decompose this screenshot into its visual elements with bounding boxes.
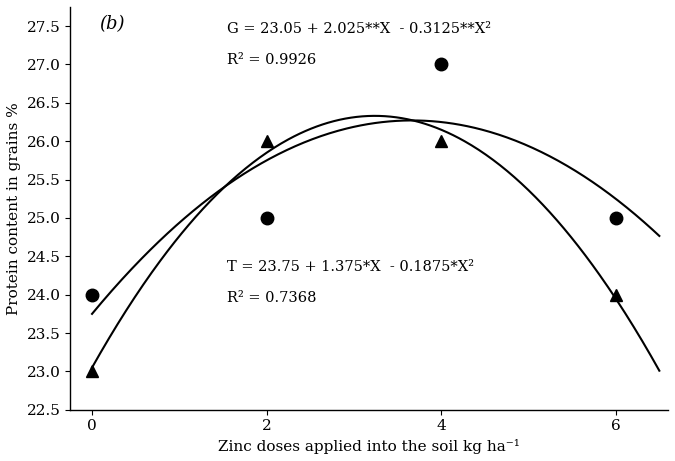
Text: R² = 0.9926: R² = 0.9926 (227, 53, 317, 67)
Text: T = 23.75 + 1.375*X  - 0.1875*X²: T = 23.75 + 1.375*X - 0.1875*X² (227, 260, 475, 274)
X-axis label: Zinc doses applied into the soil kg ha⁻¹: Zinc doses applied into the soil kg ha⁻¹ (218, 439, 520, 454)
Y-axis label: Protein content in grains %: Protein content in grains % (7, 102, 21, 315)
Text: G = 23.05 + 2.025**X  - 0.3125**X²: G = 23.05 + 2.025**X - 0.3125**X² (227, 22, 491, 36)
Text: R² = 0.7368: R² = 0.7368 (227, 291, 317, 305)
Text: (b): (b) (99, 15, 124, 33)
